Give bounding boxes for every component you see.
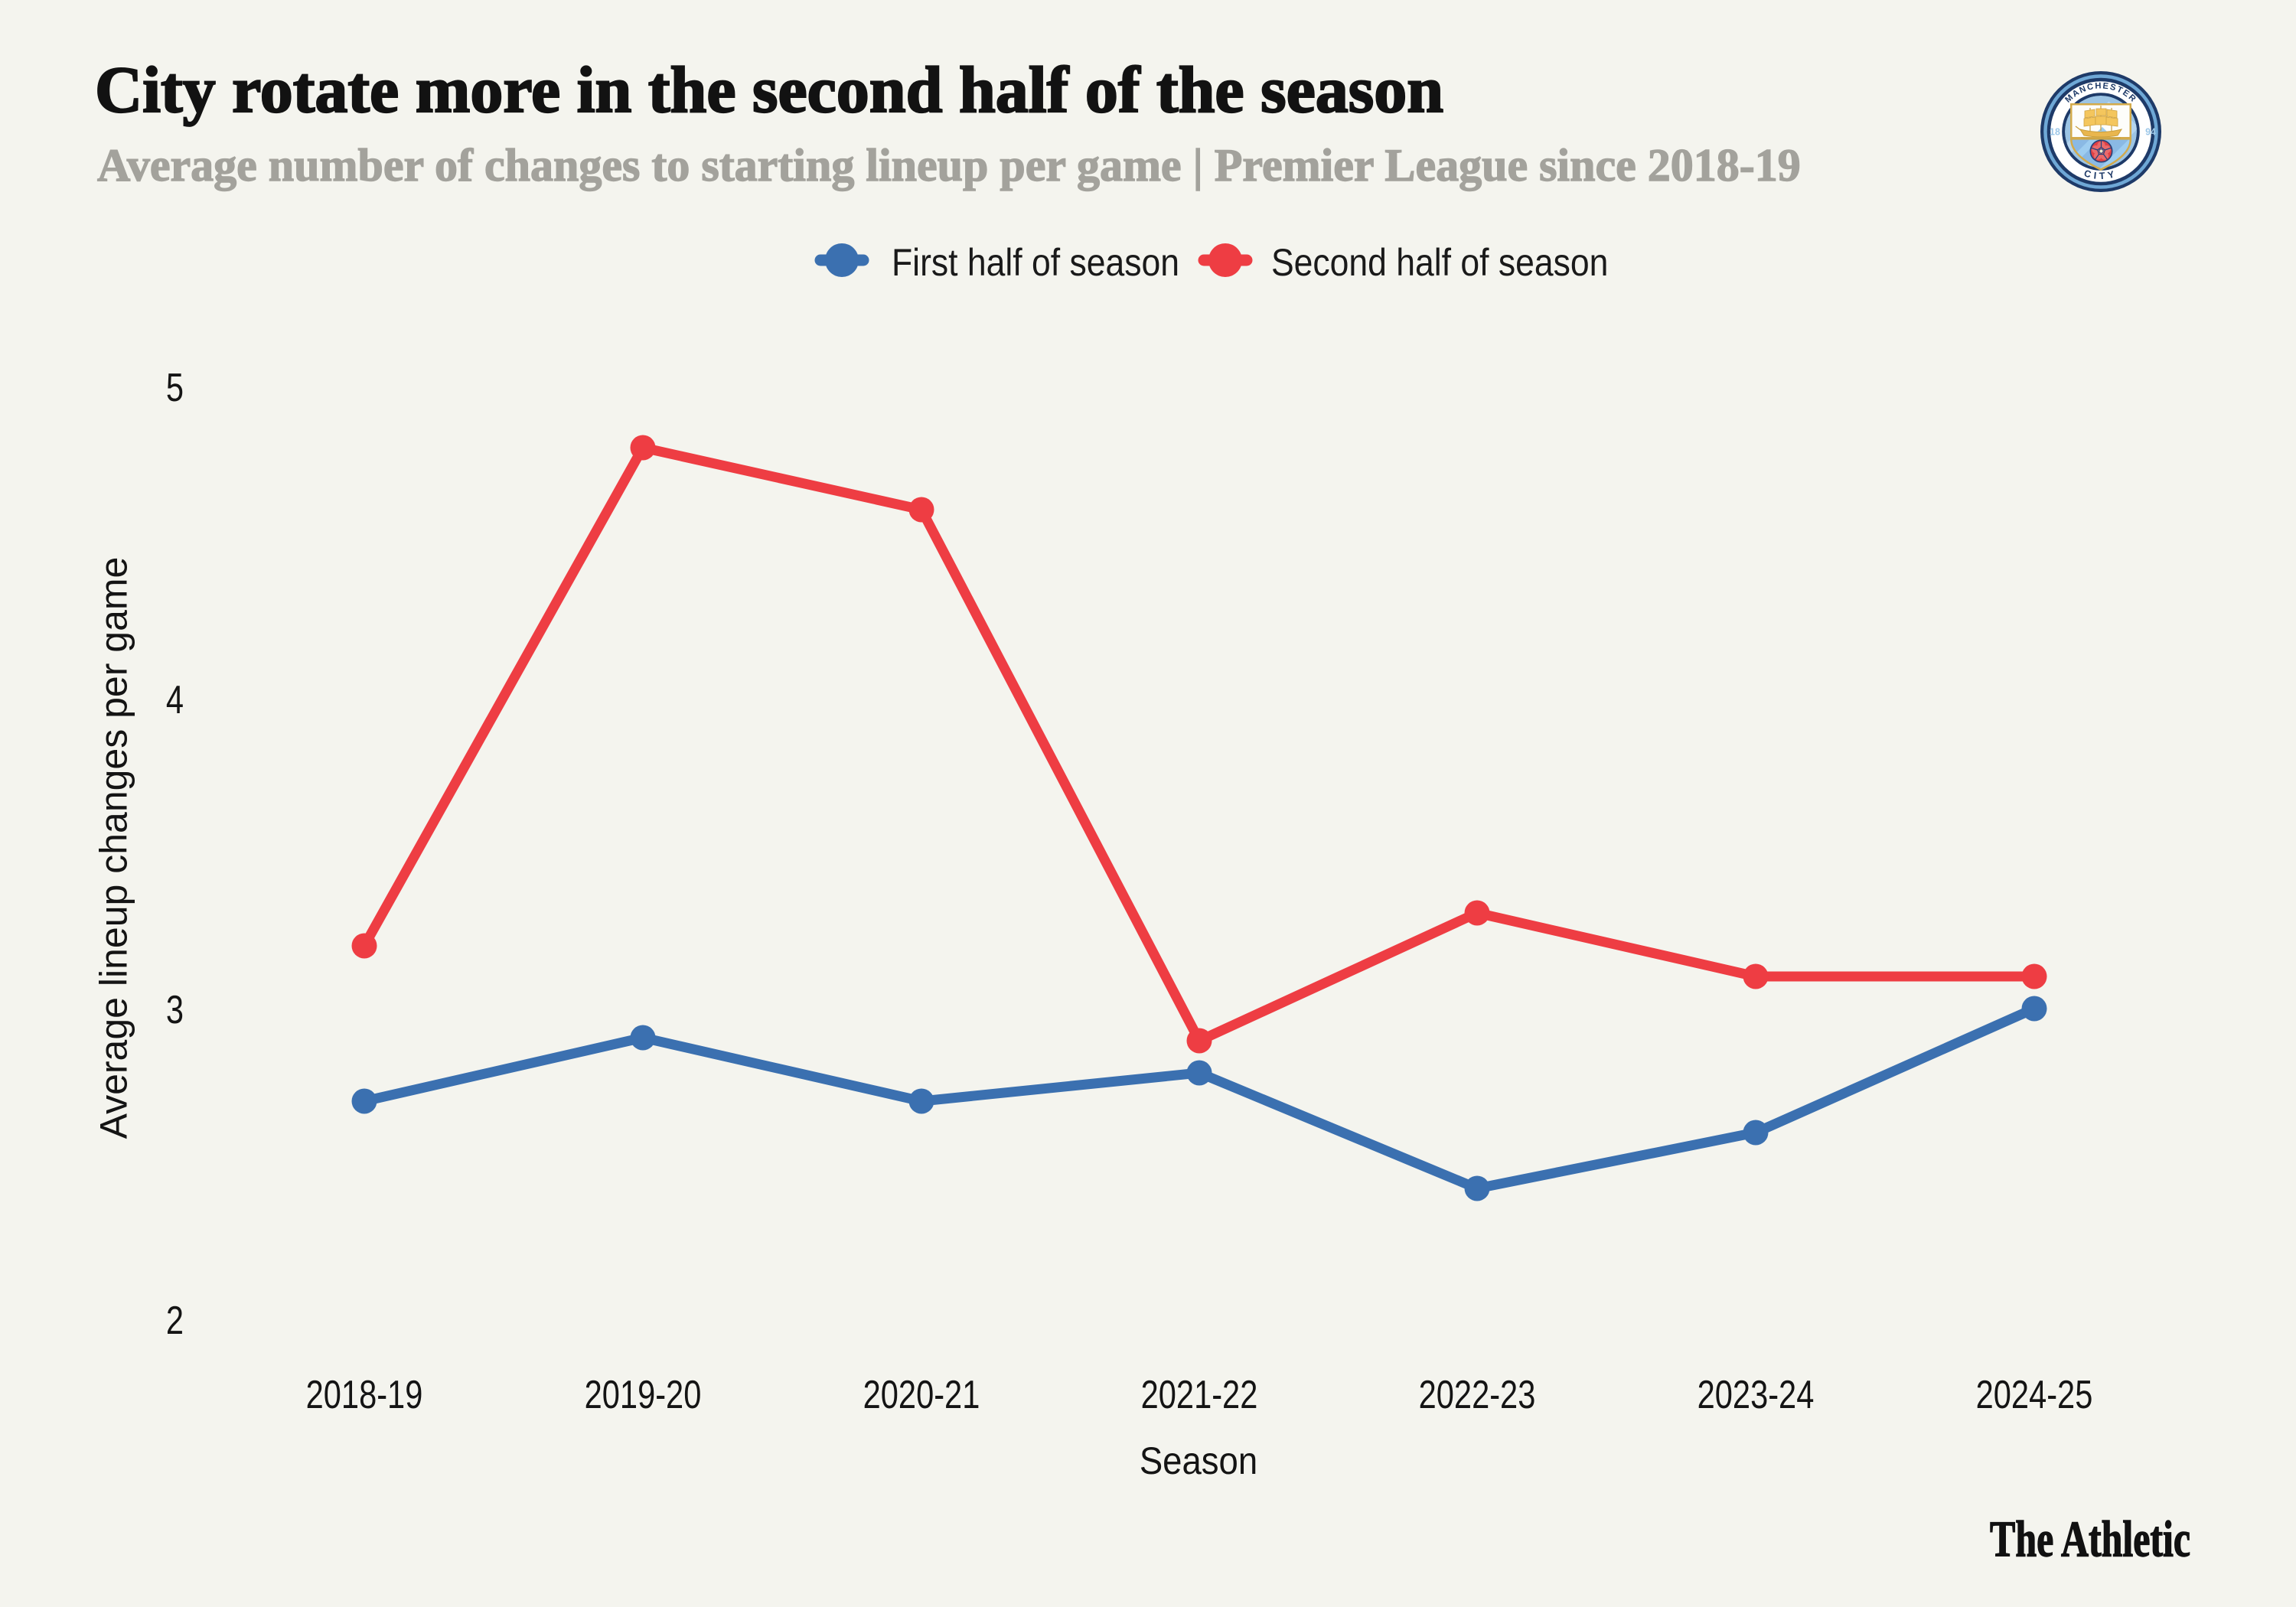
svg-text:94: 94 (2145, 127, 2156, 138)
svg-text:CITY: CITY (2082, 168, 2118, 181)
svg-text:18: 18 (2050, 127, 2060, 138)
